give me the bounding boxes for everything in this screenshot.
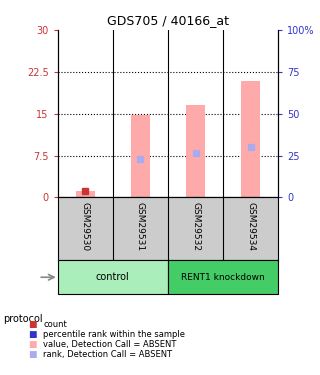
Title: GDS705 / 40166_at: GDS705 / 40166_at: [107, 15, 229, 27]
Bar: [131, 115, 150, 198]
Text: control: control: [96, 272, 130, 282]
Text: GSM29531: GSM29531: [136, 202, 145, 252]
Text: count: count: [43, 320, 67, 329]
Text: percentile rank within the sample: percentile rank within the sample: [43, 330, 185, 339]
Bar: [76, 191, 95, 198]
Text: value, Detection Call = ABSENT: value, Detection Call = ABSENT: [43, 340, 177, 349]
Text: rank, Detection Call = ABSENT: rank, Detection Call = ABSENT: [43, 350, 172, 359]
Text: ■: ■: [28, 340, 36, 349]
Text: GSM29534: GSM29534: [246, 202, 255, 252]
Bar: [58, 260, 168, 294]
Text: GSM29532: GSM29532: [191, 202, 200, 252]
Text: ■: ■: [28, 350, 36, 359]
Bar: [186, 105, 205, 198]
Text: RENT1 knockdown: RENT1 knockdown: [181, 273, 265, 282]
Bar: [168, 260, 278, 294]
Text: protocol: protocol: [3, 315, 43, 324]
Text: ■: ■: [28, 320, 36, 329]
Bar: [241, 81, 260, 198]
Text: ■: ■: [28, 330, 36, 339]
Text: GSM29530: GSM29530: [81, 202, 90, 252]
